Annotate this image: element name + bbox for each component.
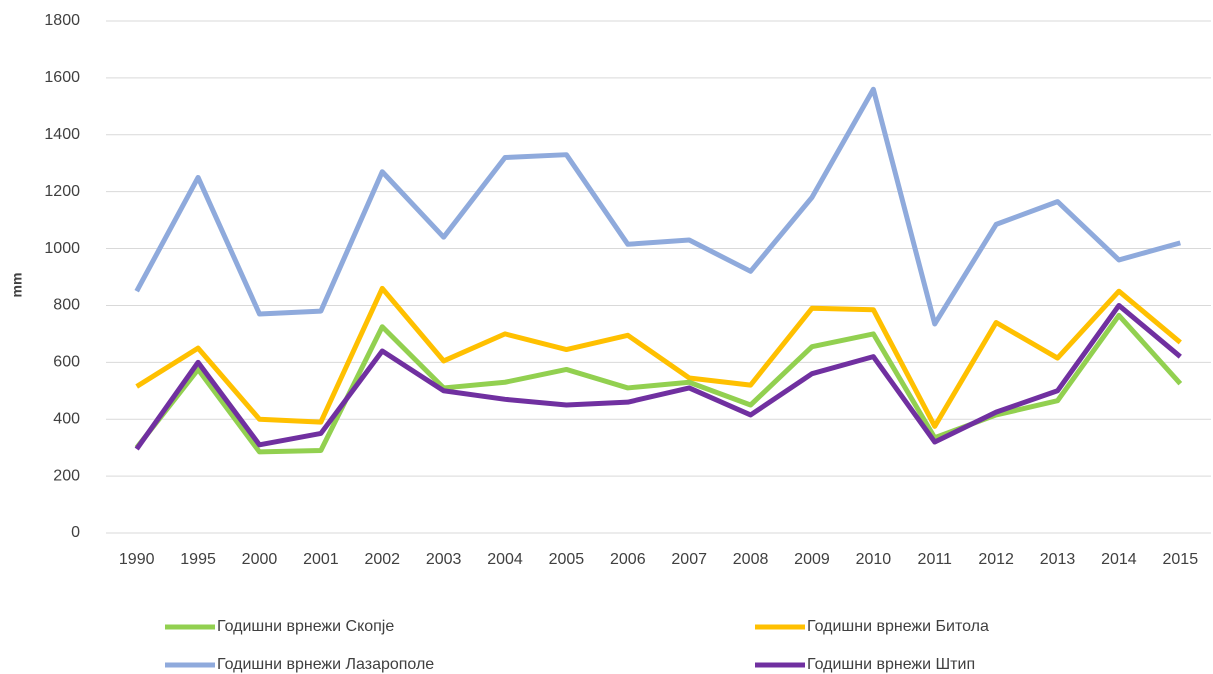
x-tick-label: 2003: [426, 551, 462, 568]
y-axis-label: mm: [9, 273, 25, 298]
y-tick-label: 200: [53, 467, 80, 484]
series-line: [134, 302, 1182, 451]
x-tick-label: 2005: [549, 551, 585, 568]
y-tick-label: 0: [71, 524, 80, 541]
y-tick-label: 1000: [44, 240, 80, 257]
x-tick-label: 2002: [364, 551, 400, 568]
y-tick-label: 1800: [44, 12, 80, 29]
legend-label: Годишни врнежи Штип: [807, 656, 975, 673]
y-tick-label: 600: [53, 354, 80, 371]
x-tick-label: 2000: [242, 551, 278, 568]
legend-label: Годишни врнежи Лазарополе: [217, 656, 434, 673]
y-tick-label: 1400: [44, 126, 80, 143]
x-tick-label: 2013: [1040, 551, 1076, 568]
y-tick-label: 1200: [44, 183, 80, 200]
x-tick-label: 1995: [180, 551, 216, 568]
series-line: [134, 312, 1183, 455]
x-tick-label: 2008: [733, 551, 769, 568]
y-tick-label: 800: [53, 297, 80, 314]
x-tick-label: 2007: [671, 551, 707, 568]
legend-label: Годишни врнежи Скопје: [217, 618, 394, 635]
x-tick-label: 2004: [487, 551, 523, 568]
x-tick-label: 2011: [918, 551, 953, 568]
x-tick-label: 2006: [610, 551, 646, 568]
series-line: [134, 86, 1181, 327]
x-tick-label: 2010: [856, 551, 892, 568]
x-tick-label: 2001: [303, 551, 339, 568]
x-tick-label: 1990: [119, 551, 155, 568]
x-tick-label: 2014: [1101, 551, 1137, 568]
y-tick-label: 1600: [44, 69, 80, 86]
y-tick-label: 400: [53, 410, 80, 427]
x-tick-label: 2015: [1163, 551, 1199, 568]
x-tick-label: 2009: [794, 551, 830, 568]
legend-label: Годишни врнежи Битола: [807, 618, 989, 635]
series-line: [135, 285, 1182, 429]
x-tick-label: 2012: [978, 551, 1014, 568]
